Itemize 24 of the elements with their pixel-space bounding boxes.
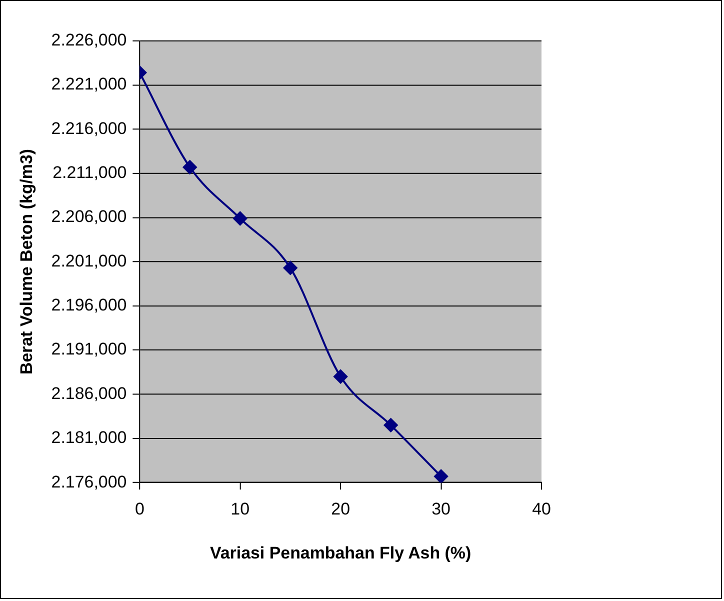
y-tick-label: 2.221,000: [51, 74, 127, 94]
y-tick-label: 2.191,000: [51, 340, 127, 359]
y-tick-label: 2.206,000: [51, 207, 127, 226]
point: [334, 370, 348, 384]
y-tick-label: 2.186,000: [51, 384, 127, 403]
point: [384, 418, 398, 432]
point: [283, 260, 298, 275]
y-axis-title: Berat Volume Beton (kg/m3): [16, 148, 36, 374]
y-tick-label: 2.176,000: [51, 472, 127, 492]
y-tick-label: 2.181,000: [51, 428, 127, 448]
point: [233, 211, 248, 226]
x-axis-title: Variasi Penambahan Fly Ash (%): [210, 544, 472, 563]
y-tick-label: 2.211,000: [52, 163, 127, 182]
x-tick-label: 30: [432, 499, 450, 518]
point: [182, 160, 197, 174]
x-tick-label: 0: [134, 499, 144, 518]
y-tick-label: 2.216,000: [51, 118, 127, 138]
x-tick-label: 10: [230, 499, 250, 518]
x-tick-label: 40: [532, 499, 551, 518]
y-tick-label: 2.196,000: [51, 296, 127, 315]
y-tick-label: 2.201,000: [51, 251, 127, 270]
point: [434, 469, 448, 483]
y-tick-label: 2.226,000: [51, 30, 127, 50]
x-tick-label: 20: [331, 499, 350, 518]
